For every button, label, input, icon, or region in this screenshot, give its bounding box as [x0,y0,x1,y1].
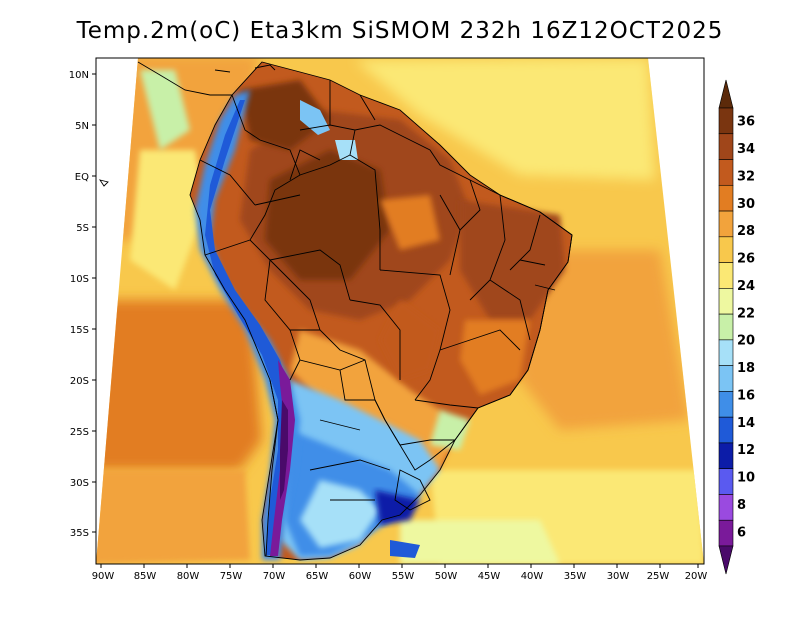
lon-label: 60W [349,571,372,582]
colorbar-swatch [718,133,734,160]
colorbar-label: 6 [737,525,746,540]
colorbar-bottom-arrow [718,545,734,575]
lon-label: 55W [392,571,415,582]
colorbar-label: 22 [737,306,755,321]
lon-label: 40W [521,571,544,582]
colorbar-swatch [718,416,734,444]
colorbar-label: 30 [737,197,755,212]
lat-label: EQ [75,172,89,183]
colorbar-swatch [718,236,734,263]
colorbar-swatch [718,391,734,418]
colorbar-swatch [718,107,734,135]
lat-label: 10S [70,274,89,285]
lon-label: 65W [306,571,329,582]
colorbar-swatch [718,159,734,186]
lon-label: 20W [685,571,708,582]
lon-label: 45W [478,571,501,582]
colorbar-label: 18 [737,361,755,376]
longitude-labels: 90W 85W 80W 75W 70W 65W 60W 55W 50W 45W … [92,571,708,582]
colorbar-swatch [718,442,734,470]
lon-label: 90W [92,571,115,582]
lat-label: 15S [70,325,89,336]
lat-label: 30S [70,478,89,489]
lon-label: 50W [435,571,458,582]
colorbar-swatch [718,339,734,366]
colorbar-label: 24 [737,279,755,294]
colorbar-swatch [718,288,734,315]
map-title: Temp.2m(oC) Eta3km SiSMOM 232h 16Z12OCT2… [76,18,724,44]
colorbar-label: 32 [737,169,755,184]
lat-label: 5N [75,121,89,132]
colorbar-swatch [718,494,734,521]
colorbar-swatch [718,262,734,289]
longitude-axis [100,564,699,568]
colorbar-label: 16 [737,388,755,403]
colorbar-labels: 36 34 32 30 28 26 24 22 20 18 16 14 12 10 8 6 [737,115,755,541]
colorbar-label: 10 [737,471,755,486]
temperature-field [96,58,704,564]
lon-label: 25W [647,571,670,582]
lon-label: 30W [607,571,630,582]
colorbar-swatch [718,519,734,547]
lon-label: 80W [177,571,200,582]
lon-label: 75W [220,571,243,582]
colorbar-swatch [718,365,734,392]
lat-label: 20S [70,376,89,387]
colorbar-swatch [718,313,734,341]
lon-label: 35W [564,571,587,582]
colorbar-label: 20 [737,334,755,349]
colorbar-swatch [718,468,734,495]
lat-label: 10N [69,70,89,81]
colorbar-swatch [718,184,734,212]
colorbar-swatch [718,210,734,238]
colorbar-label: 8 [737,498,746,513]
lat-label: 35S [70,528,89,539]
lon-label: 85W [134,571,157,582]
colorbar-label: 12 [737,443,755,458]
latitude-labels: 10N 5N EQ 5S 10S 15S 20S 25S 30S 35S [69,70,89,539]
colorbar-label: 34 [737,142,755,157]
colorbar-top-arrow [718,79,734,109]
colorbar [718,79,734,575]
colorbar-label: 14 [737,416,755,431]
lat-label: 5S [76,223,89,234]
political-borders [98,61,573,561]
colorbar-label: 36 [737,115,755,130]
latitude-axis [92,73,96,533]
map-frame [95,57,705,565]
colorbar-label: 26 [737,252,755,267]
lon-label: 70W [263,571,286,582]
colorbar-label: 28 [737,224,755,239]
lat-label: 25S [70,427,89,438]
